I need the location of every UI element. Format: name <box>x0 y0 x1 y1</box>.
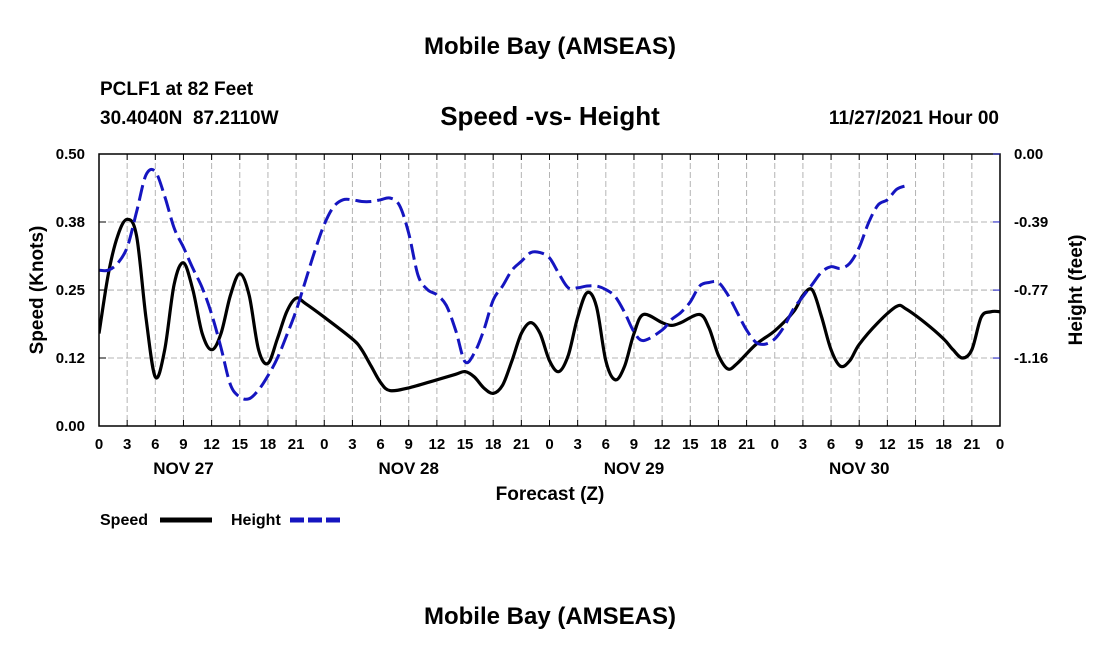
chart-title: Speed -vs- Height <box>440 101 660 131</box>
x-tick-label: 15 <box>682 436 699 453</box>
x-tick-label: 12 <box>429 436 446 453</box>
x-tick-label: 0 <box>95 436 103 453</box>
x-tick-label: 21 <box>288 436 305 453</box>
y-left-tick-label: 0.12 <box>56 350 85 367</box>
x-tick-label: 15 <box>907 436 924 453</box>
x-tick-label: 6 <box>376 436 384 453</box>
x-tick-label: 6 <box>602 436 610 453</box>
x-tick-label: 15 <box>231 436 248 453</box>
tick-labels: 0 3 6 9 12 15 18 21 0 3 6 9 12 15 18 21 0 3 6 9 12 15 18 21 0 3 6 9… <box>56 146 1048 478</box>
station-label: PCLF1 at 82 Feet <box>100 79 254 100</box>
y-axis-right-title: Height (feet) <box>1066 235 1087 346</box>
x-tick-label: 0 <box>545 436 553 453</box>
x-tick-label: 9 <box>630 436 638 453</box>
x-tick-label: 21 <box>738 436 755 453</box>
x-tick-label: 21 <box>964 436 981 453</box>
y-right-tick-label: 0.00 <box>1014 146 1043 163</box>
x-tick-label: 0 <box>320 436 328 453</box>
x-tick-label: 0 <box>771 436 779 453</box>
x-tick-label: 3 <box>348 436 356 453</box>
y-left-tick-label: 0.50 <box>56 146 85 163</box>
x-tick-label: 6 <box>151 436 159 453</box>
x-tick-label: 3 <box>123 436 131 453</box>
x-tick-label: 3 <box>573 436 581 453</box>
x-tick-label: 12 <box>654 436 671 453</box>
x-tick-label: 12 <box>879 436 896 453</box>
grid-lines <box>99 154 1000 426</box>
x-tick-label: 18 <box>485 436 502 453</box>
x-tick-label: 12 <box>203 436 220 453</box>
x-tick-label: 0 <box>996 436 1004 453</box>
coordinates-label: 30.4040N 87.2110W <box>100 108 279 129</box>
footer-title: Mobile Bay (AMSEAS) <box>424 603 676 630</box>
legend-height-label: Height <box>231 512 281 529</box>
x-tick-label: 6 <box>827 436 835 453</box>
day-label: NOV 30 <box>829 459 889 478</box>
y-right-tick-label: -0.39 <box>1014 214 1048 231</box>
x-tick-label: 18 <box>260 436 277 453</box>
x-tick-label: 15 <box>457 436 474 453</box>
run-time-label: 11/27/2021 Hour 00 <box>829 108 999 129</box>
y-axis-left-title: Speed (Knots) <box>27 226 48 355</box>
day-label: NOV 27 <box>153 459 213 478</box>
x-tick-label: 18 <box>935 436 952 453</box>
page-title: Mobile Bay (AMSEAS) <box>424 33 676 60</box>
x-tick-label: 3 <box>799 436 807 453</box>
day-label: NOV 28 <box>378 459 438 478</box>
x-tick-label: 9 <box>179 436 187 453</box>
y-left-tick-label: 0.25 <box>56 282 85 299</box>
series-line-height <box>99 167 907 401</box>
series-layer <box>99 167 1000 401</box>
y-right-tick-label: -1.16 <box>1014 350 1048 367</box>
x-tick-label: 18 <box>710 436 727 453</box>
y-left-tick-label: 0.38 <box>56 214 85 231</box>
legend: Speed Height <box>100 512 342 529</box>
tick-marks <box>98 153 1001 427</box>
x-axis-title: Forecast (Z) <box>496 484 605 505</box>
x-tick-label: 9 <box>855 436 863 453</box>
x-tick-label: 21 <box>513 436 530 453</box>
series-line-speed <box>99 217 1000 396</box>
legend-speed-label: Speed <box>100 512 148 529</box>
y-left-tick-label: 0.00 <box>56 418 85 435</box>
day-label: NOV 29 <box>604 459 664 478</box>
y-right-tick-label: -0.77 <box>1014 282 1048 299</box>
x-tick-label: 9 <box>405 436 413 453</box>
